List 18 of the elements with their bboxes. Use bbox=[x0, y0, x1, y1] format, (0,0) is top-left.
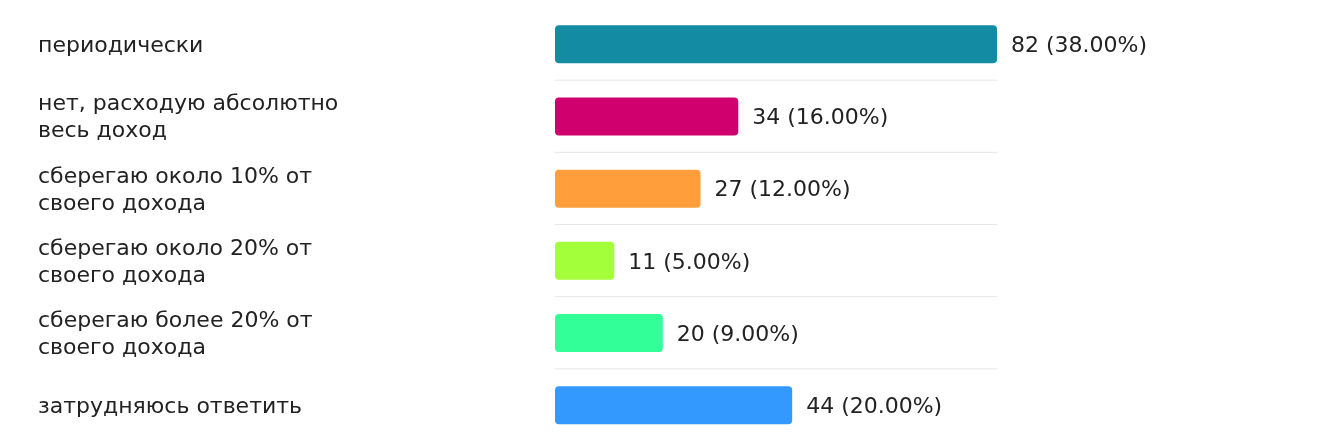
y-tick-label: затрудняюсь ответить bbox=[38, 392, 303, 418]
y-tick-label: сберегаю около 10% от своего дохода bbox=[38, 162, 313, 215]
data-label: 82 (38.00%) bbox=[1011, 32, 1148, 58]
y-tick-label: сберегаю более 20% от своего дохода bbox=[38, 306, 313, 359]
bar bbox=[555, 386, 793, 425]
bar bbox=[555, 241, 615, 280]
data-label: 44 (20.00%) bbox=[806, 392, 943, 418]
bar bbox=[555, 97, 739, 136]
data-label: 20 (9.00%) bbox=[676, 320, 799, 346]
bar bbox=[555, 25, 997, 64]
y-tick-label: сберегаю около 20% от своего дохода bbox=[38, 234, 313, 287]
y-tick-label: периодически bbox=[38, 31, 204, 57]
data-label: 11 (5.00%) bbox=[628, 248, 751, 274]
bar bbox=[555, 313, 663, 352]
bar bbox=[555, 169, 701, 208]
y-tick-label: нет, расходую абсолютно весь доход bbox=[38, 90, 339, 143]
data-label: 34 (16.00%) bbox=[752, 104, 889, 130]
data-label: 27 (12.00%) bbox=[714, 176, 851, 202]
